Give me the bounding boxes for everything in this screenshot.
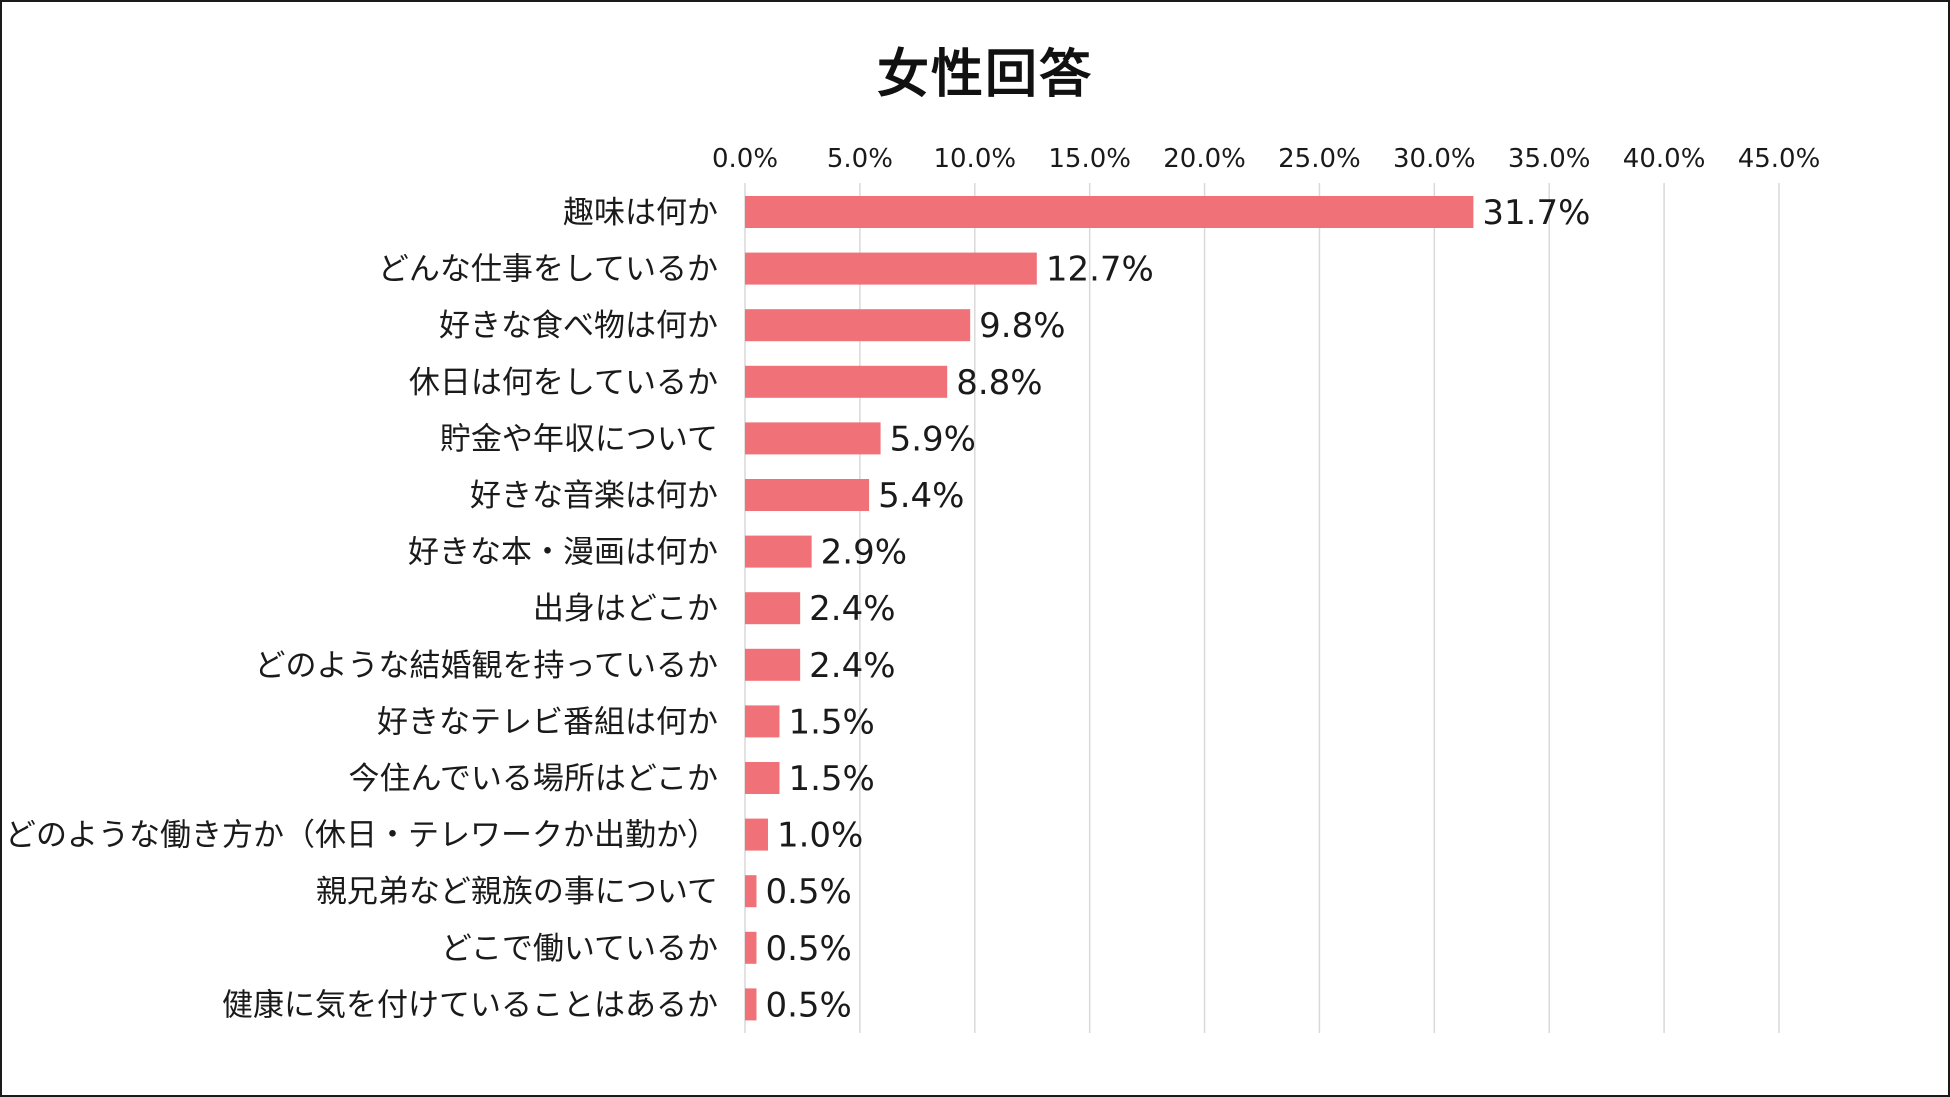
category-label: どこで働いているか bbox=[441, 931, 718, 967]
bar bbox=[745, 705, 780, 738]
bar bbox=[745, 875, 757, 908]
x-axis-ticks: 0.0% 5.0% 10.0% 15.0% 20.0% 25.0% 30.0% 35.0% 40… bbox=[712, 144, 1820, 174]
gridlines bbox=[744, 183, 1780, 1033]
category-labels: 趣味は何かどんな仕事をしているか好きな食べ物は何か休日は何をしているか貯金や年収… bbox=[5, 195, 718, 1023]
category-label: どのような働き方か（休日・テレワークか出勤か） bbox=[5, 818, 718, 854]
category-label: 健康に気を付けていることはあるか bbox=[222, 987, 718, 1023]
category-label: 貯金や年収について bbox=[440, 421, 718, 457]
category-label: 好きな食べ物は何か bbox=[439, 308, 718, 344]
bar bbox=[745, 648, 801, 681]
data-label: 2.4% bbox=[809, 589, 895, 629]
data-label: 2.9% bbox=[821, 533, 907, 573]
bar bbox=[745, 818, 768, 851]
data-label: 1.5% bbox=[788, 759, 874, 799]
bar bbox=[745, 931, 757, 964]
x-tick-label: 30.0% bbox=[1393, 144, 1476, 174]
x-tick-label: 45.0% bbox=[1738, 144, 1821, 174]
category-label: 出身はどこか bbox=[533, 591, 718, 627]
bar bbox=[745, 365, 948, 398]
chart-title: 女性回答 bbox=[876, 45, 1093, 105]
bar bbox=[745, 479, 870, 511]
category-label: 好きな本・漫画は何か bbox=[408, 535, 718, 571]
bar bbox=[745, 252, 1037, 285]
x-tick-label: 15.0% bbox=[1048, 144, 1131, 174]
data-label: 0.5% bbox=[765, 929, 851, 969]
x-tick-label: 0.0% bbox=[712, 144, 778, 174]
data-label: 5.9% bbox=[890, 419, 976, 459]
data-label: 0.5% bbox=[765, 985, 851, 1025]
bar bbox=[745, 988, 757, 1021]
data-label: 9.8% bbox=[979, 306, 1065, 346]
data-label: 2.4% bbox=[809, 646, 895, 686]
category-label: どのような結婚観を持っているか bbox=[255, 648, 718, 684]
x-tick-label: 35.0% bbox=[1508, 144, 1591, 174]
category-label: どんな仕事をしているか bbox=[378, 252, 718, 288]
data-label: 31.7% bbox=[1482, 193, 1590, 233]
data-label: 1.0% bbox=[777, 816, 863, 856]
bar bbox=[745, 422, 881, 455]
data-label: 5.4% bbox=[878, 476, 964, 516]
bar bbox=[745, 309, 971, 342]
bar bbox=[745, 592, 801, 625]
bars bbox=[745, 196, 1474, 1021]
data-label: 0.5% bbox=[765, 872, 851, 912]
value-labels: 31.7% 12.7% 9.8% 8.8% 5.9% 5.4% 2.9% 2.4% 2.4% 1.… bbox=[765, 193, 1590, 1025]
category-label: 好きな音楽は何か bbox=[470, 478, 718, 514]
category-label: 好きなテレビ番組は何か bbox=[377, 704, 718, 740]
bar bbox=[745, 762, 780, 794]
bar bbox=[745, 196, 1474, 228]
x-tick-label: 25.0% bbox=[1278, 144, 1361, 174]
x-tick-label: 40.0% bbox=[1623, 144, 1706, 174]
data-label: 8.8% bbox=[956, 363, 1042, 403]
category-label: 趣味は何か bbox=[563, 195, 718, 231]
data-label: 12.7% bbox=[1046, 250, 1154, 290]
x-tick-label: 5.0% bbox=[827, 144, 893, 174]
x-tick-label: 20.0% bbox=[1163, 144, 1246, 174]
x-tick-label: 10.0% bbox=[933, 144, 1016, 174]
data-label: 1.5% bbox=[788, 702, 874, 742]
category-label: 親兄弟など親族の事について bbox=[316, 874, 718, 910]
category-label: 今住んでいる場所はどこか bbox=[348, 761, 718, 797]
category-label: 休日は何をしているか bbox=[409, 365, 718, 401]
bar bbox=[745, 535, 812, 568]
